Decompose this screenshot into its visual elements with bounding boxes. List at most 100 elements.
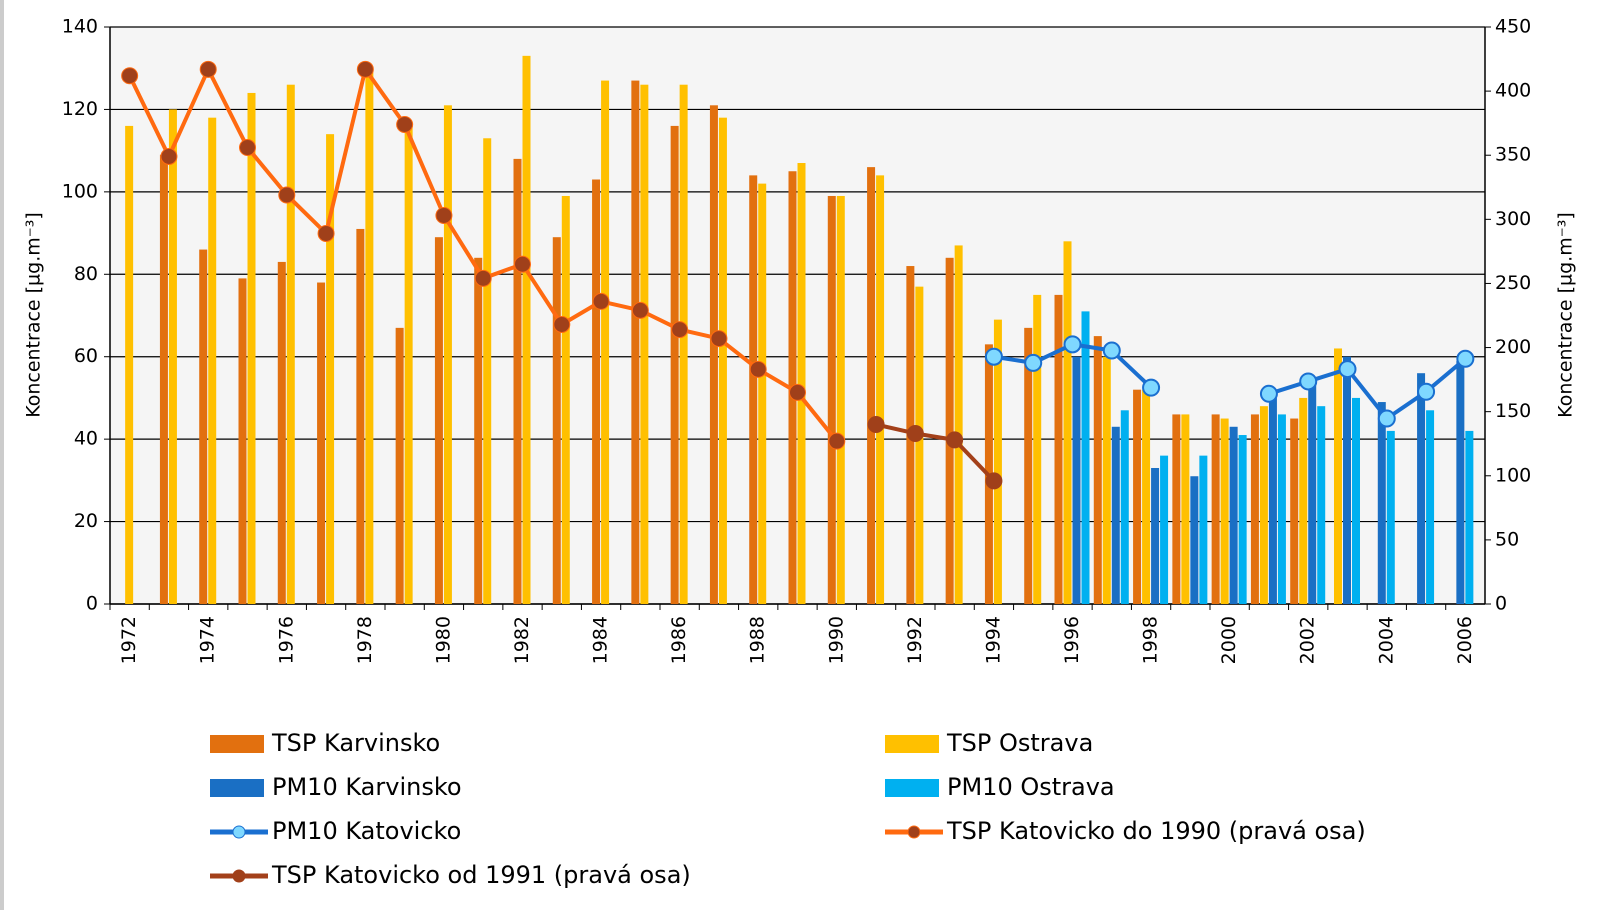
bar <box>1111 426 1120 604</box>
bar <box>749 175 758 604</box>
y2-tick-label: 50 <box>1495 528 1519 550</box>
x-tick-label: 2002 <box>1297 616 1319 664</box>
bar <box>915 286 924 604</box>
legend-marker <box>907 825 921 839</box>
bar <box>1133 389 1142 604</box>
marker <box>1259 384 1278 403</box>
bar <box>1093 336 1102 604</box>
marker <box>199 60 217 78</box>
bar <box>1456 360 1465 604</box>
marker <box>121 67 139 85</box>
y-tick-label: 80 <box>74 263 98 285</box>
bar <box>1024 327 1033 604</box>
bar <box>640 84 649 604</box>
bar <box>1199 455 1208 604</box>
marker <box>1142 378 1161 397</box>
x-tick-label: 1990 <box>825 616 847 664</box>
line <box>875 422 996 483</box>
bar <box>709 105 718 605</box>
bar <box>1033 294 1042 604</box>
x-tick-label: 1992 <box>904 616 926 664</box>
legend-label: PM10 Katovicko <box>272 817 461 845</box>
bar <box>474 257 483 604</box>
bar <box>1120 410 1129 604</box>
x-tick-label: 2006 <box>1454 616 1476 664</box>
marker <box>749 360 767 378</box>
bar <box>365 72 374 605</box>
bar <box>1072 356 1081 604</box>
marker <box>906 424 924 442</box>
bar <box>1352 397 1360 604</box>
bar <box>443 105 452 605</box>
legend-label: PM10 Karvinsko <box>272 773 462 801</box>
x-tick-label: 1982 <box>511 616 533 664</box>
bar <box>395 327 404 604</box>
legend-label: TSP Karvinsko <box>271 729 440 757</box>
bar <box>434 237 443 604</box>
bar <box>945 257 954 604</box>
x-tick-label: 1996 <box>1061 616 1083 664</box>
bar <box>836 195 845 604</box>
bar <box>827 195 836 604</box>
bar <box>326 134 335 604</box>
bar <box>1308 385 1317 604</box>
bar <box>1229 426 1238 604</box>
bar <box>1181 414 1190 604</box>
bar <box>561 195 570 604</box>
marker <box>1102 341 1121 360</box>
y2-tick-label: 350 <box>1495 144 1531 166</box>
bar <box>317 282 326 604</box>
bar <box>876 175 885 604</box>
y2-tick-label: 200 <box>1495 336 1531 358</box>
bar <box>1160 455 1169 604</box>
bar <box>1151 467 1160 604</box>
legend-swatch <box>885 735 939 753</box>
bar <box>168 109 177 604</box>
bar <box>199 249 208 605</box>
bar <box>286 84 295 604</box>
y2-tick-label: 300 <box>1495 208 1531 230</box>
bar <box>1172 414 1181 604</box>
x-tick-label: 2000 <box>1218 616 1240 664</box>
marker <box>671 321 689 339</box>
bar <box>592 179 601 604</box>
marker <box>356 60 374 78</box>
marker <box>1338 360 1357 379</box>
bar <box>1102 356 1111 604</box>
bar <box>679 84 688 604</box>
bar <box>159 154 168 604</box>
bar <box>1426 410 1435 604</box>
bar <box>1334 348 1342 604</box>
bar <box>1465 430 1474 604</box>
bar <box>522 55 531 605</box>
y2-tick-label: 250 <box>1495 272 1531 294</box>
bar <box>1343 356 1351 604</box>
legend-label: PM10 Ostrava <box>947 773 1115 801</box>
bar <box>356 228 365 604</box>
marker <box>710 330 728 348</box>
y2-axis-label: Koncentrace [µg.m⁻³] <box>1555 212 1577 418</box>
marker <box>278 186 296 204</box>
marker <box>514 255 531 273</box>
y-tick-label: 100 <box>62 180 98 202</box>
bar <box>1220 418 1229 604</box>
bar <box>1377 402 1386 604</box>
legend-swatch <box>885 779 939 797</box>
bar <box>631 80 640 605</box>
bar <box>552 237 561 604</box>
marker <box>828 432 846 450</box>
legend-marker <box>232 869 246 883</box>
bar <box>208 117 217 605</box>
bar <box>1238 435 1247 604</box>
x-tick-label: 2004 <box>1375 616 1397 664</box>
bar <box>1299 397 1308 604</box>
bar <box>1317 406 1326 604</box>
x-tick-label: 1976 <box>275 616 297 664</box>
y-axis-label: Koncentrace [µg.m⁻³] <box>23 212 45 418</box>
x-tick-label: 1980 <box>432 616 454 664</box>
x-tick-label: 1972 <box>118 616 140 664</box>
bar <box>954 245 963 604</box>
bar <box>1054 294 1063 604</box>
marker <box>1024 353 1043 372</box>
